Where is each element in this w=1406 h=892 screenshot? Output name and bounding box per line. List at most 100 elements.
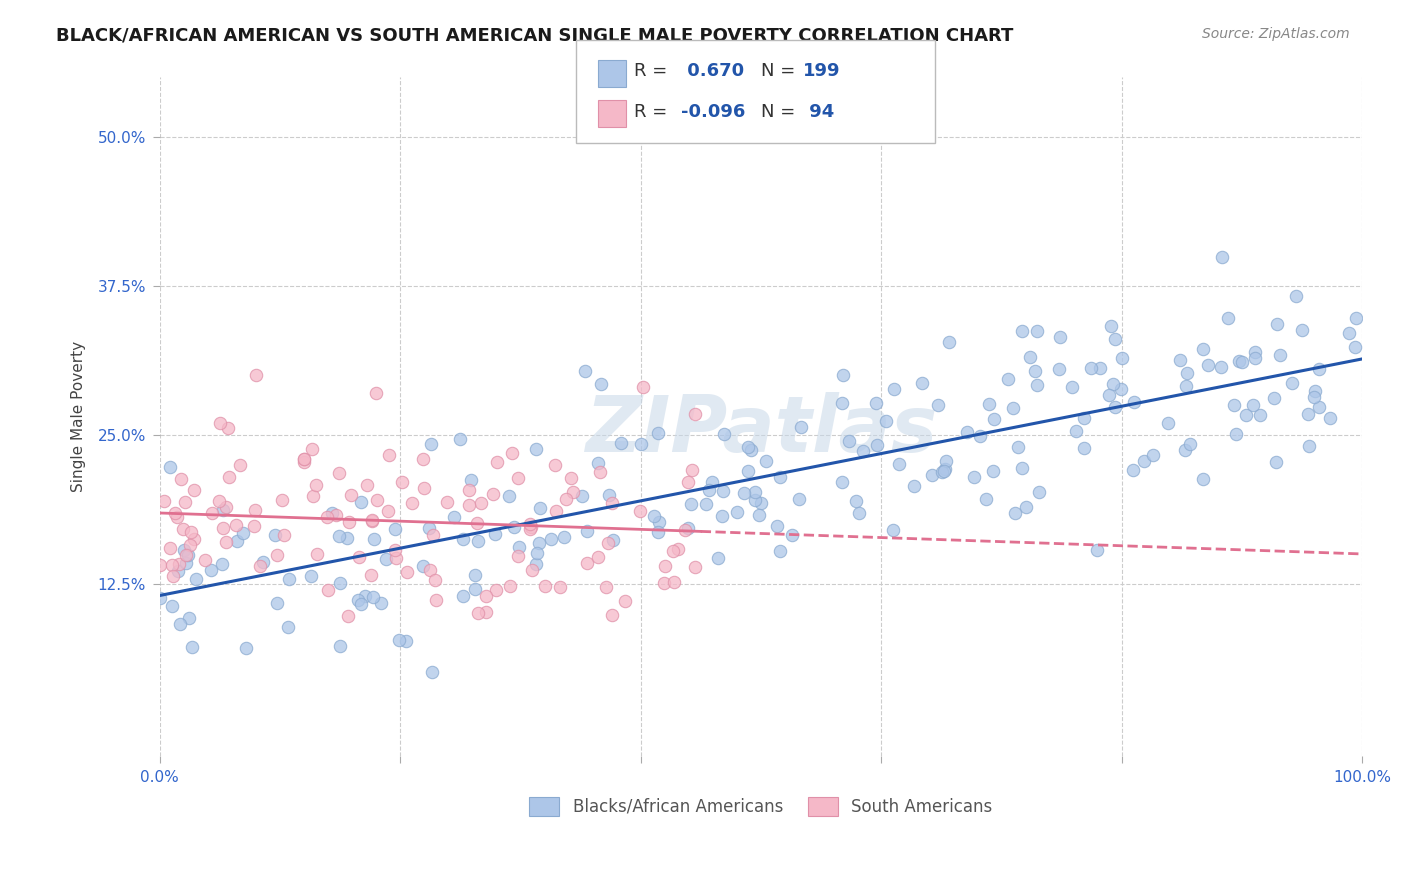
Point bbox=[325, 508, 347, 523]
Point bbox=[177, 548, 200, 562]
Point bbox=[475, 605, 498, 619]
Point bbox=[194, 553, 217, 567]
Point bbox=[211, 503, 233, 517]
Point bbox=[264, 528, 287, 542]
Point bbox=[277, 620, 299, 634]
Point bbox=[602, 533, 624, 547]
Point bbox=[681, 463, 703, 477]
Point bbox=[181, 640, 204, 655]
Point bbox=[307, 547, 329, 561]
Point bbox=[1308, 401, 1330, 415]
Point bbox=[361, 513, 384, 527]
Point bbox=[464, 567, 486, 582]
Point bbox=[1216, 311, 1239, 326]
Point bbox=[1230, 354, 1253, 368]
Point bbox=[464, 582, 486, 596]
Point bbox=[1011, 461, 1033, 475]
Point bbox=[533, 579, 555, 593]
Point bbox=[225, 517, 247, 532]
Point bbox=[838, 434, 860, 448]
Point bbox=[711, 484, 734, 499]
Point bbox=[149, 591, 172, 605]
Point bbox=[983, 412, 1005, 426]
Point bbox=[167, 557, 190, 571]
Point bbox=[749, 496, 772, 510]
Point bbox=[366, 493, 388, 508]
Point bbox=[501, 446, 523, 460]
Point bbox=[932, 464, 955, 478]
Point bbox=[301, 442, 323, 456]
Point bbox=[602, 496, 624, 510]
Point bbox=[153, 494, 176, 508]
Point bbox=[610, 436, 633, 450]
Point bbox=[589, 465, 612, 479]
Point bbox=[166, 510, 188, 524]
Point bbox=[765, 518, 787, 533]
Point bbox=[1243, 351, 1265, 366]
Point bbox=[214, 500, 236, 514]
Point bbox=[548, 580, 571, 594]
Point bbox=[422, 528, 444, 542]
Point bbox=[425, 593, 447, 607]
Point bbox=[212, 521, 235, 535]
Point bbox=[1296, 408, 1319, 422]
Point bbox=[172, 522, 194, 536]
Point bbox=[363, 533, 385, 547]
Point bbox=[467, 533, 489, 548]
Point bbox=[215, 535, 238, 549]
Point bbox=[451, 532, 474, 546]
Point bbox=[647, 426, 669, 441]
Point bbox=[184, 572, 207, 586]
Point bbox=[1222, 398, 1244, 412]
Point bbox=[1244, 345, 1267, 359]
Point bbox=[1142, 448, 1164, 462]
Point bbox=[336, 531, 359, 545]
Point bbox=[934, 462, 956, 476]
Point bbox=[685, 559, 707, 574]
Point bbox=[595, 580, 617, 594]
Point bbox=[179, 538, 201, 552]
Point bbox=[1264, 455, 1286, 469]
Point bbox=[683, 408, 706, 422]
Point bbox=[831, 475, 853, 490]
Point bbox=[305, 477, 328, 491]
Point bbox=[377, 504, 399, 518]
Point bbox=[228, 458, 250, 472]
Point bbox=[384, 543, 406, 558]
Point bbox=[412, 559, 434, 574]
Point bbox=[208, 416, 231, 430]
Point bbox=[576, 524, 599, 538]
Point bbox=[443, 509, 465, 524]
Point bbox=[755, 454, 778, 468]
Point bbox=[1049, 330, 1071, 344]
Point bbox=[1007, 440, 1029, 454]
Point bbox=[418, 521, 440, 535]
Point bbox=[1267, 317, 1289, 331]
Point bbox=[292, 451, 315, 466]
Point bbox=[631, 379, 654, 393]
Text: N =: N = bbox=[761, 62, 800, 79]
Point bbox=[1268, 348, 1291, 362]
Point bbox=[401, 496, 423, 510]
Point bbox=[956, 425, 979, 440]
Point bbox=[1168, 353, 1191, 368]
Point bbox=[1099, 319, 1122, 334]
Point bbox=[921, 468, 943, 483]
Point bbox=[1102, 376, 1125, 391]
Point bbox=[977, 396, 1000, 410]
Point bbox=[875, 414, 897, 428]
Point bbox=[277, 572, 299, 586]
Point bbox=[648, 515, 671, 529]
Point bbox=[927, 399, 949, 413]
Point bbox=[436, 495, 458, 509]
Point bbox=[654, 558, 676, 573]
Point bbox=[969, 428, 991, 442]
Point bbox=[652, 575, 675, 590]
Point bbox=[574, 364, 596, 378]
Point bbox=[1026, 377, 1049, 392]
Point bbox=[243, 503, 266, 517]
Text: R =: R = bbox=[634, 103, 673, 121]
Point bbox=[329, 639, 352, 653]
Point bbox=[1174, 379, 1197, 393]
Point bbox=[475, 589, 498, 603]
